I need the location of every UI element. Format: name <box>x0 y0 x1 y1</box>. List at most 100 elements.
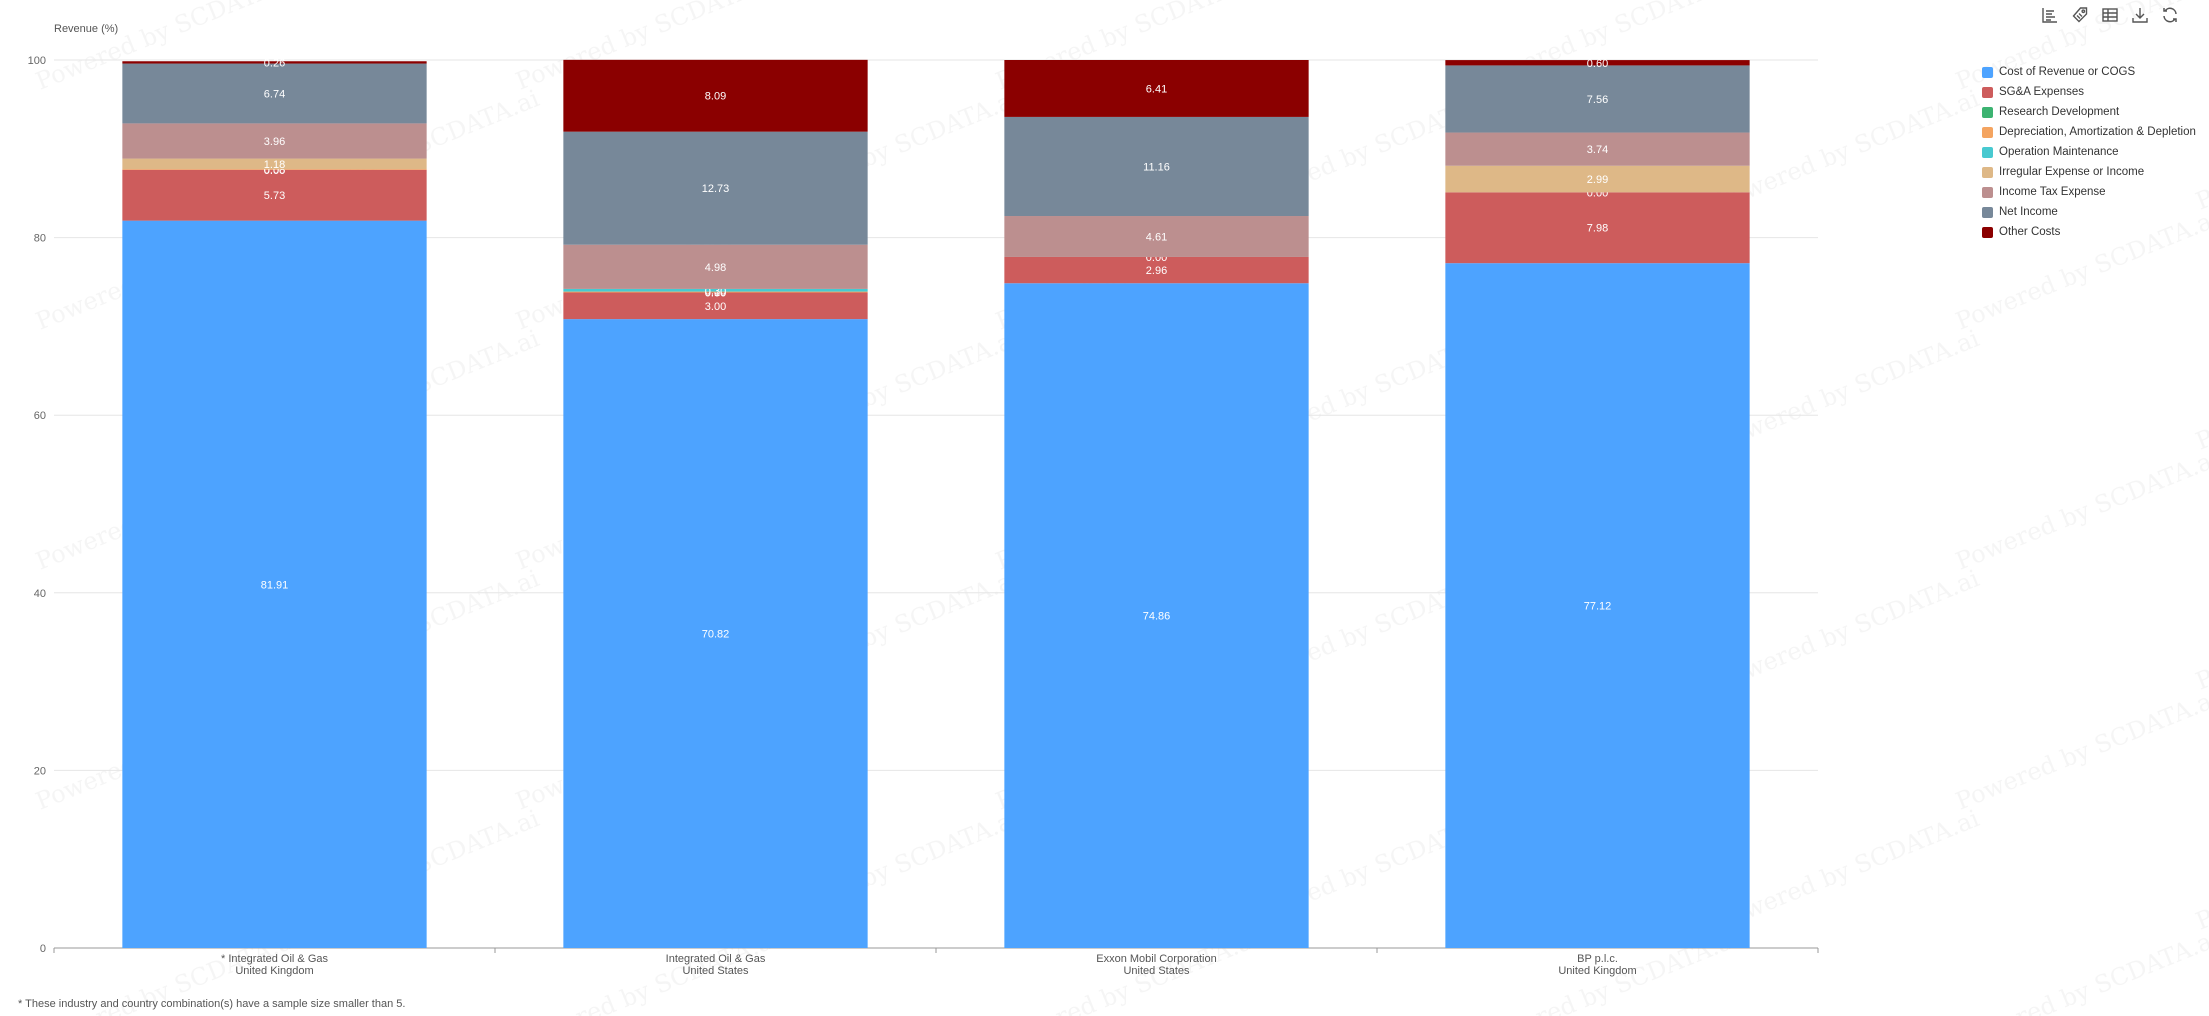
bar-segment <box>563 319 868 948</box>
y-tick-label: 80 <box>34 233 46 245</box>
bar-segment <box>1445 263 1750 948</box>
legend-label: Depreciation, Amortization & Depletion <box>1999 126 2196 138</box>
legend-label: SG&A Expenses <box>1999 86 2085 98</box>
data-label: 12.73 <box>702 183 730 195</box>
bar-segment <box>1445 65 1750 133</box>
data-label: 70.82 <box>702 629 730 641</box>
y-tick-label: 60 <box>34 410 46 422</box>
data-label: 6.74 <box>264 88 285 100</box>
bar-segment <box>1004 216 1309 257</box>
x-tick-label: United States <box>1123 965 1190 977</box>
legend-label: Income Tax Expense <box>1999 186 2106 198</box>
y-tick-label: 100 <box>28 55 46 67</box>
y-axis-label: Revenue (%) <box>54 23 118 35</box>
bar-segment <box>122 63 427 124</box>
bar-segment <box>1445 165 1750 193</box>
download-button[interactable] <box>2129 4 2151 26</box>
data-label: 6.41 <box>1146 83 1167 95</box>
refresh-icon <box>2163 7 2177 23</box>
legend-label: Other Costs <box>1999 226 2061 238</box>
data-label: 2.99 <box>1587 174 1608 186</box>
data-label: 7.56 <box>1587 94 1608 106</box>
legend-swatch <box>1982 146 1993 158</box>
x-tick-label: United Kingdom <box>1558 965 1636 977</box>
data-label: 2.96 <box>1146 265 1167 277</box>
chart-toolbar <box>2039 4 2181 26</box>
data-label: 7.98 <box>1587 223 1608 235</box>
legend-swatch <box>1982 206 1993 218</box>
data-label: 11.16 <box>1143 161 1170 173</box>
table-icon <box>2102 8 2118 22</box>
download-icon <box>2132 8 2148 23</box>
legend-label: Net Income <box>1999 206 2058 218</box>
legend-item[interactable]: Research Development <box>1982 102 2196 122</box>
y-tick-label: 0 <box>40 943 46 955</box>
tag-button[interactable] <box>2069 4 2091 26</box>
bar-segment <box>122 220 427 948</box>
data-label: 0.26 <box>264 57 285 69</box>
data-label: 3.74 <box>1587 144 1608 156</box>
legend-item[interactable]: Irregular Expense or Income <box>1982 162 2196 182</box>
tag-icon <box>2072 7 2088 23</box>
x-tick-label: BP p.l.c. <box>1577 953 1618 965</box>
data-label: 74.86 <box>1143 611 1171 623</box>
x-tick-label: Integrated Oil & Gas <box>666 953 766 965</box>
data-label: 1.18 <box>264 159 285 171</box>
legend-label: Irregular Expense or Income <box>1999 166 2145 178</box>
bar-segment <box>122 169 427 170</box>
bar-segment <box>122 158 427 170</box>
data-view-button[interactable] <box>2039 4 2061 26</box>
legend-swatch <box>1982 186 1993 198</box>
legend-swatch <box>1982 226 1993 238</box>
x-tick-label: Exxon Mobil Corporation <box>1096 953 1216 965</box>
legend-label: Operation Maintenance <box>1999 146 2119 158</box>
legend-item[interactable]: Depreciation, Amortization & Depletion <box>1982 122 2196 142</box>
data-label: 3.00 <box>705 301 726 313</box>
x-tick-label: * Integrated Oil & Gas <box>221 953 328 965</box>
data-label: 77.12 <box>1584 601 1612 613</box>
bar-segment <box>1445 192 1750 264</box>
bar-segment <box>122 123 427 159</box>
legend-item[interactable]: SG&A Expenses <box>1982 82 2196 102</box>
bar-segment <box>1004 116 1309 217</box>
data-label: 5.73 <box>264 190 285 202</box>
table-view-button[interactable] <box>2099 4 2121 26</box>
data-label: 0.60 <box>1587 58 1608 70</box>
refresh-button[interactable] <box>2159 4 2181 26</box>
legend-item[interactable]: Operation Maintenance <box>1982 142 2196 162</box>
bar-segment <box>1004 60 1309 117</box>
x-tick-label: United Kingdom <box>235 965 313 977</box>
legend-swatch <box>1982 106 1993 118</box>
legend-label: Cost of Revenue or COGS <box>1999 66 2136 78</box>
y-tick-label: 20 <box>34 765 46 777</box>
legend-item[interactable]: Cost of Revenue or COGS <box>1982 62 2196 82</box>
bar-segment <box>1445 132 1750 166</box>
bar-segment <box>122 169 427 221</box>
legend-swatch <box>1982 86 1993 98</box>
legend-item[interactable]: Other Costs <box>1982 222 2196 242</box>
bar-segment <box>563 288 868 292</box>
bar-segment <box>563 131 868 245</box>
bar-segment <box>1445 60 1750 66</box>
data-label: 8.09 <box>705 91 726 103</box>
legend-item[interactable]: Net Income <box>1982 202 2196 222</box>
legend-item[interactable]: Income Tax Expense <box>1982 182 2196 202</box>
data-label: 3.96 <box>264 136 285 148</box>
legend-label: Research Development <box>1999 106 2120 118</box>
legend-swatch <box>1982 166 1993 178</box>
bar-segment <box>122 61 427 64</box>
bar-segment <box>563 59 868 132</box>
chart-legend: Cost of Revenue or COGS SG&A Expenses Rese… <box>1982 62 2196 242</box>
legend-swatch <box>1982 66 1993 78</box>
data-label: 81.91 <box>261 579 289 591</box>
data-view-icon <box>2042 8 2057 23</box>
y-tick-label: 40 <box>34 588 46 600</box>
bar-segment <box>1004 256 1309 284</box>
bar-segment <box>563 244 868 289</box>
bar-segment <box>563 292 868 320</box>
x-tick-label: United States <box>682 965 749 977</box>
data-label: 4.98 <box>705 262 726 274</box>
data-label: 4.61 <box>1146 231 1167 243</box>
bar-segment <box>563 291 868 293</box>
